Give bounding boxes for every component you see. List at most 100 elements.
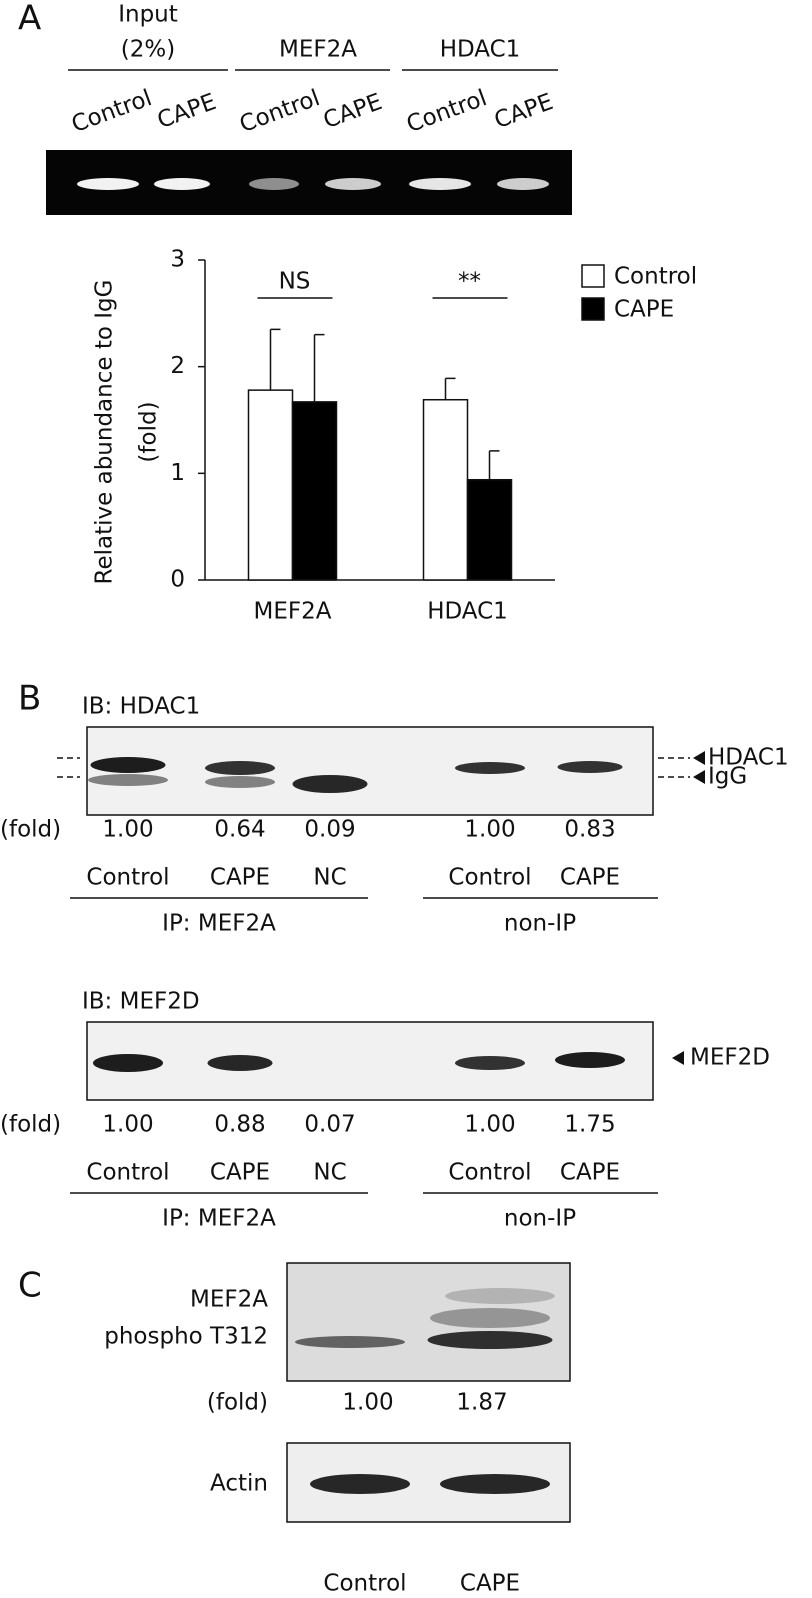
arrowhead — [672, 1051, 684, 1065]
fold-value: 1.75 — [564, 1112, 615, 1138]
blot-band — [445, 1288, 555, 1304]
gel-band — [409, 178, 471, 190]
fold-value: 1.00 — [342, 1390, 393, 1416]
arrowhead — [693, 751, 705, 765]
lane-label: NC — [313, 1160, 346, 1186]
x-tick-label: MEF2A — [254, 599, 332, 625]
ib-label: IB: HDAC1 — [82, 694, 200, 720]
lane-label: CAPE — [210, 1160, 270, 1186]
legend-swatch — [581, 264, 605, 288]
gel-band — [497, 178, 549, 190]
fold-value: 1.87 — [456, 1390, 507, 1416]
blot-band — [90, 757, 166, 773]
y-axis-label: Relative abundance to IgG — [92, 280, 118, 585]
lane-label: Control — [448, 1160, 531, 1186]
ib-label: IB: MEF2D — [82, 989, 200, 1015]
y-tick-label: 2 — [170, 353, 185, 379]
panel-label: B — [18, 679, 41, 719]
arrowhead — [693, 770, 705, 784]
group-label: non-IP — [504, 1206, 576, 1232]
legend-label: CAPE — [614, 297, 674, 323]
error-bar — [444, 377, 456, 400]
lane-label: Control — [68, 85, 155, 138]
blot — [286, 1262, 571, 1382]
fold-value: 0.88 — [214, 1112, 265, 1138]
blot-band — [205, 761, 275, 775]
fold-value: 0.64 — [214, 817, 265, 843]
lane-label: Control — [403, 85, 490, 138]
lane-label: CAPE — [210, 865, 270, 891]
gel-band — [77, 178, 139, 190]
significance: NS — [279, 269, 311, 295]
fold-value: 0.83 — [564, 817, 615, 843]
blot-band — [88, 774, 168, 786]
error-bar — [488, 450, 500, 480]
fold-value: 1.00 — [464, 1112, 515, 1138]
lane-label: CAPE — [491, 89, 556, 134]
lane-label: CAPE — [560, 1160, 620, 1186]
lane-label: Control — [86, 1160, 169, 1186]
gel-band — [154, 178, 210, 190]
gel-band — [249, 178, 299, 190]
lane-label: CAPE — [460, 1571, 520, 1597]
significance: ** — [458, 269, 481, 295]
group-label: IP: MEF2A — [162, 911, 276, 937]
lane-label: Control — [448, 865, 531, 891]
blot-label: MEF2A — [190, 1287, 268, 1313]
bar — [291, 401, 338, 581]
bar — [466, 478, 513, 581]
group-label: (2%) — [121, 37, 175, 63]
bar — [422, 398, 469, 581]
blot-label: Actin — [210, 1471, 268, 1497]
group-label: HDAC1 — [440, 37, 521, 63]
fold-label: (fold) — [207, 1390, 268, 1416]
lane-label: CAPE — [320, 89, 385, 134]
blot-band — [295, 1336, 405, 1348]
error-bar — [313, 333, 325, 402]
y-tick-label: 1 — [170, 460, 185, 486]
y-tick-label: 0 — [170, 567, 185, 593]
legend-swatch — [581, 297, 605, 321]
group-label: non-IP — [504, 911, 576, 937]
blot-label: phospho T312 — [104, 1324, 268, 1350]
panel-label: A — [18, 0, 41, 39]
blot-band — [555, 1052, 625, 1068]
fold-value: 1.00 — [102, 1112, 153, 1138]
marker-label: IgG — [708, 764, 747, 790]
lane-label: CAPE — [154, 89, 219, 134]
blot-band — [207, 1055, 273, 1071]
blot-band — [427, 1331, 553, 1349]
bar — [247, 389, 294, 581]
fold-label: (fold) — [0, 817, 61, 843]
blot-band — [310, 1474, 410, 1494]
gel-band — [325, 178, 381, 190]
legend-label: Control — [614, 264, 697, 290]
fold-value: 1.00 — [102, 817, 153, 843]
panel-label: C — [18, 1266, 42, 1306]
blot-band — [557, 761, 623, 773]
y-tick-label: 3 — [170, 247, 185, 273]
blot-band — [93, 1054, 163, 1072]
blot-band — [455, 762, 525, 774]
blot — [86, 726, 654, 816]
group-label: Input — [118, 2, 178, 28]
blot-band — [440, 1474, 550, 1494]
lane-label: Control — [323, 1571, 406, 1597]
lane-label: Control — [86, 865, 169, 891]
x-tick-label: HDAC1 — [427, 599, 508, 625]
lane-label: CAPE — [560, 865, 620, 891]
lane-label: Control — [236, 85, 323, 138]
marker-label: MEF2D — [690, 1045, 770, 1071]
lane-label: NC — [313, 865, 346, 891]
fold-value: 0.07 — [304, 1112, 355, 1138]
group-label: IP: MEF2A — [162, 1206, 276, 1232]
fold-value: 1.00 — [464, 817, 515, 843]
blot-band — [430, 1308, 550, 1328]
fold-value: 0.09 — [304, 817, 355, 843]
error-bar — [269, 328, 281, 391]
y-axis-label: (fold) — [136, 401, 162, 462]
blot-band — [205, 776, 275, 788]
marker-label: HDAC1 — [708, 745, 789, 771]
group-label: MEF2A — [279, 37, 357, 63]
